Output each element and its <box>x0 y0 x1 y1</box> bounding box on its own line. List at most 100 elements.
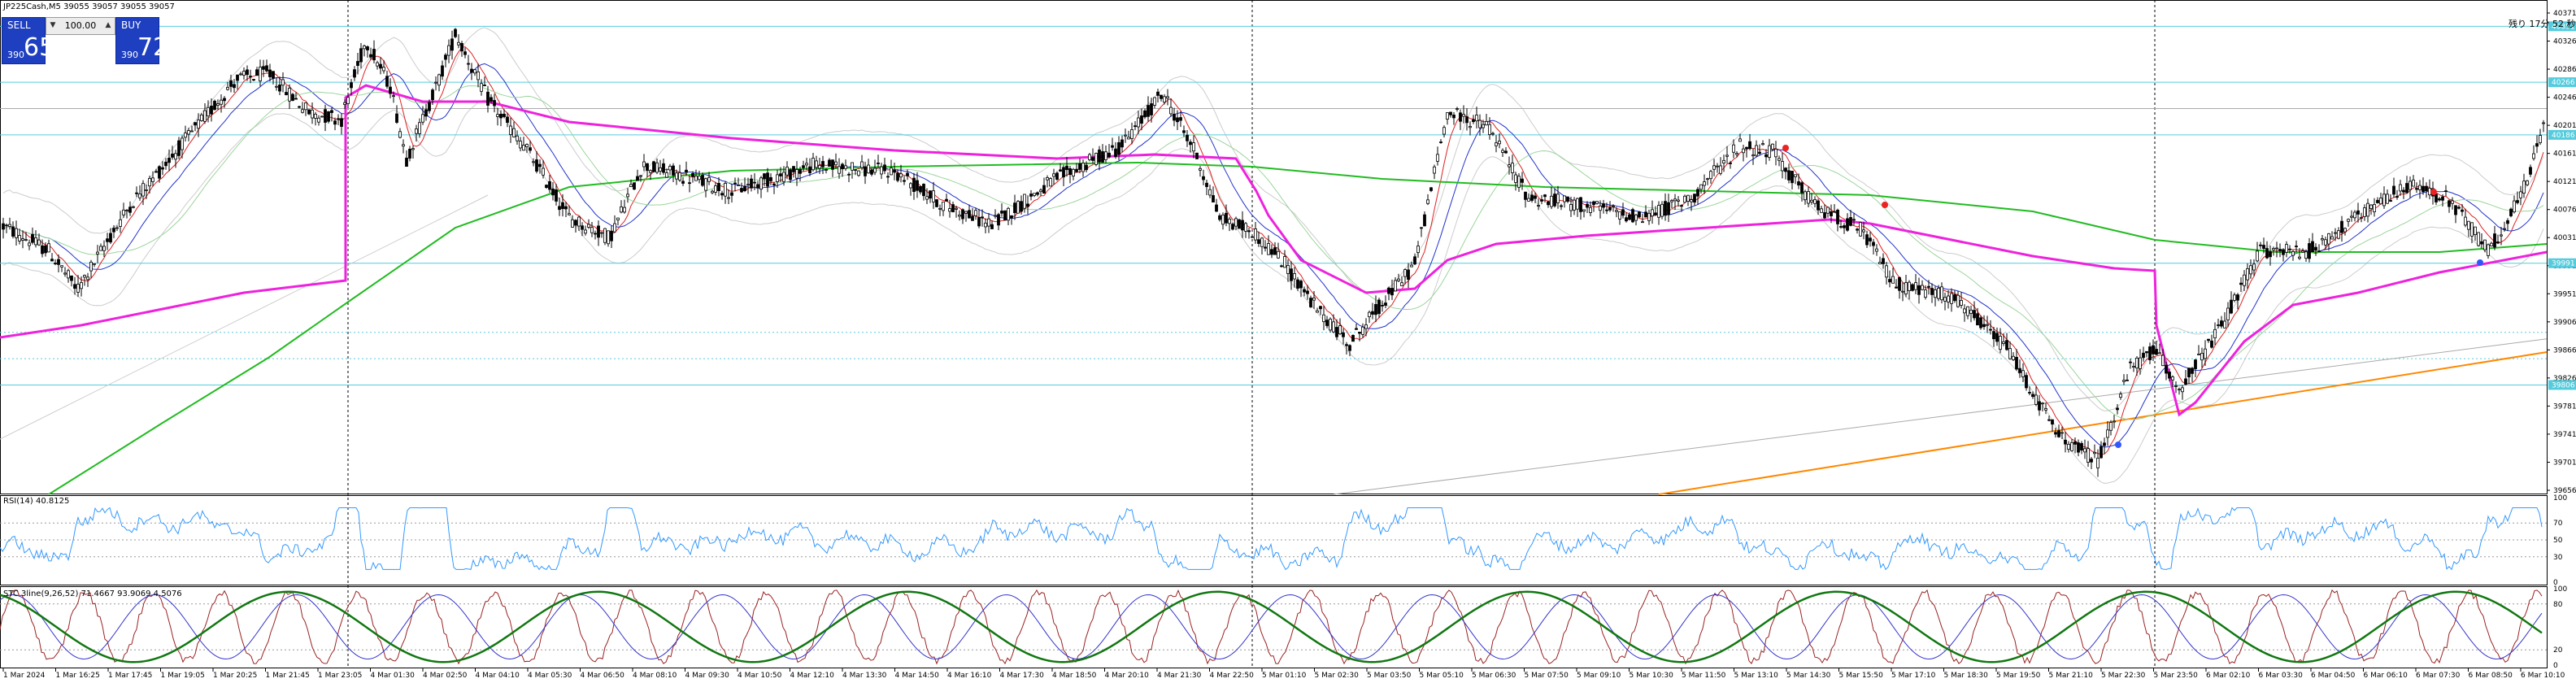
candle-body <box>346 97 350 104</box>
candle-body <box>454 28 457 37</box>
candle-body <box>2096 458 2100 468</box>
candle-body <box>2343 228 2347 233</box>
candle-body <box>2038 401 2041 411</box>
candle-body <box>1963 308 1966 314</box>
candle-body <box>223 98 226 102</box>
buy-price-prefix: 390 <box>121 50 138 60</box>
candle-body <box>1182 130 1186 133</box>
candle-body <box>1218 215 1221 220</box>
candle-body <box>2376 199 2379 203</box>
candle-body <box>1254 228 1257 241</box>
candle-body <box>288 87 291 102</box>
candle-body <box>1599 205 1602 211</box>
candle-body <box>2480 241 2483 245</box>
candle-body <box>2285 244 2288 253</box>
candle-body <box>421 114 424 123</box>
candle-body <box>1475 115 1478 122</box>
candle-body <box>2148 346 2152 360</box>
candle-body <box>1758 151 1761 154</box>
candle-body <box>997 214 1000 226</box>
candle-body <box>1007 207 1010 221</box>
candle-body <box>577 216 581 227</box>
candle-body <box>1856 228 1859 231</box>
candle-body <box>1732 144 1735 153</box>
candle-body <box>242 71 246 76</box>
candle-body <box>1608 207 1612 211</box>
price-axis-label: 39866 <box>2553 346 2576 355</box>
candle-body <box>2252 263 2256 271</box>
candle-body <box>112 228 115 233</box>
candle-body <box>2034 394 2038 405</box>
candle-body <box>1039 189 1042 193</box>
candle-body <box>1124 134 1127 137</box>
candle-body <box>1800 182 1804 194</box>
candle-body <box>2139 357 2142 369</box>
candle-body <box>1036 192 1039 195</box>
candle-body <box>681 181 685 184</box>
candle-body <box>2220 320 2223 327</box>
candle-body <box>1387 287 1390 294</box>
candle-body <box>2470 222 2474 237</box>
candle-body <box>1917 285 1921 295</box>
candle-body <box>2041 402 2044 405</box>
volume-increase-icon[interactable]: ▲ <box>105 21 111 29</box>
candle-body <box>2256 250 2259 262</box>
candle-body <box>343 102 346 105</box>
candle-body <box>1049 178 1052 187</box>
candle-body <box>1904 282 1908 294</box>
candle-body <box>2529 167 2532 175</box>
candle-body <box>1517 176 1521 188</box>
candle-body <box>1508 164 1511 167</box>
candle-body <box>532 161 535 163</box>
candle-body <box>2373 204 2376 212</box>
candle-body <box>529 147 532 151</box>
candle-body <box>1943 297 1947 302</box>
candle-body <box>2113 420 2116 423</box>
candle-body <box>1888 279 1891 283</box>
candle-body <box>2073 441 2077 445</box>
candle-body <box>2288 248 2291 250</box>
candle-body <box>102 246 106 251</box>
candle-body <box>128 207 132 213</box>
candle-body <box>516 135 519 141</box>
candle-body <box>2194 359 2197 369</box>
sell-button[interactable]: SELL 390 65 <box>2 17 54 64</box>
candle-body <box>93 263 96 265</box>
candle-body <box>194 122 197 126</box>
candle-body <box>730 192 733 196</box>
candle-body <box>1199 167 1202 171</box>
candle-body <box>405 157 408 167</box>
candle-body <box>1394 280 1397 292</box>
candle-body <box>450 38 454 51</box>
candle-body <box>67 270 70 279</box>
candle-body <box>476 71 480 80</box>
candle-body <box>1664 201 1667 216</box>
candle-body <box>798 169 802 174</box>
buy-button[interactable]: BUY 390 72 <box>115 17 168 64</box>
price-axis-label: 39906 <box>2553 319 2576 327</box>
volume-decrease-icon[interactable]: ▼ <box>50 21 56 29</box>
signal-dot-marker <box>1882 202 1888 208</box>
candle-body <box>1059 169 1062 172</box>
candle-body <box>805 163 808 166</box>
price-axis-label: 39781 <box>2553 402 2576 411</box>
candle-body <box>2064 439 2067 445</box>
candle-body <box>1208 189 1212 196</box>
red-moving-average <box>2 46 2544 455</box>
candle-body <box>2474 226 2477 236</box>
candle-body <box>2402 189 2405 193</box>
volume-field[interactable]: ▼ 100.00 ▲ <box>46 17 115 35</box>
time-axis-label: 5 Mar 14:30 <box>1786 672 1831 680</box>
candle-body <box>704 178 707 191</box>
candle-body <box>2360 217 2363 219</box>
candle-body <box>2002 341 2005 344</box>
candle-body <box>1748 141 1751 150</box>
candle-body <box>31 233 34 243</box>
time-axis-label: 6 Mar 03:30 <box>2259 672 2304 680</box>
candle-body <box>50 259 54 262</box>
candle-body <box>828 159 831 167</box>
candle-body <box>119 219 122 227</box>
candle-body <box>2008 348 2012 359</box>
